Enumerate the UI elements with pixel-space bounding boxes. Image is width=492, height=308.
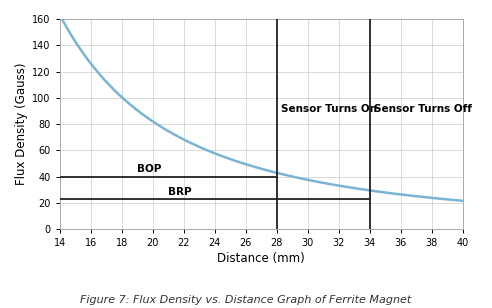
Text: BRP: BRP [168, 187, 192, 197]
Text: Sensor Turns Off: Sensor Turns Off [374, 103, 472, 114]
Text: BOP: BOP [137, 164, 161, 174]
Text: Figure 7: Flux Density vs. Distance Graph of Ferrite Magnet: Figure 7: Flux Density vs. Distance Grap… [80, 295, 412, 305]
Text: Sensor Turns On: Sensor Turns On [281, 103, 377, 114]
X-axis label: Distance (mm): Distance (mm) [217, 252, 305, 265]
Y-axis label: Flux Density (Gauss): Flux Density (Gauss) [15, 63, 28, 185]
